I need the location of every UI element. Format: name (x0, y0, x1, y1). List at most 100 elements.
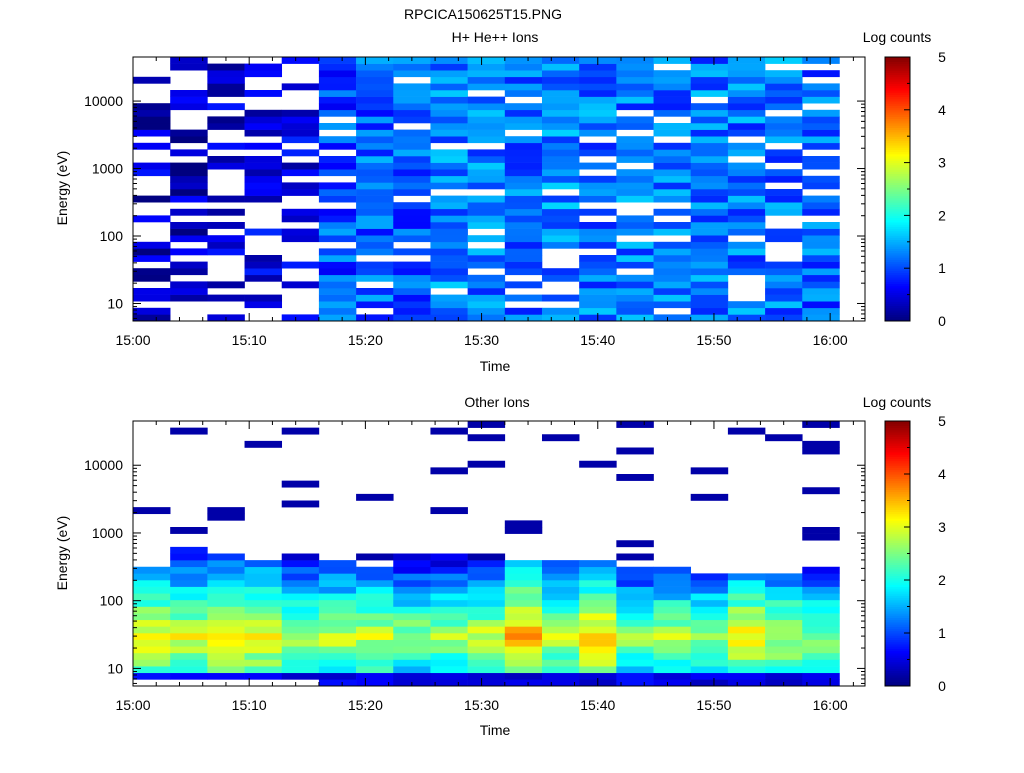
colorbar-swatch (885, 116, 910, 120)
heatmap-cell (318, 70, 357, 78)
heatmap-cell (616, 241, 654, 249)
heatmap-cell (802, 136, 840, 144)
heatmap-cell (356, 123, 394, 130)
heatmap-cell (393, 63, 431, 71)
heatmap-cell (765, 613, 803, 621)
heatmap-cell (133, 666, 171, 674)
heatmap-cell (281, 162, 320, 170)
heatmap-cell (616, 301, 654, 309)
heatmap-cell (281, 566, 320, 574)
heatmap-cell (541, 215, 580, 223)
heatmap-cell (281, 500, 320, 508)
heatmap-cell (765, 169, 803, 177)
heatmap-cell (727, 182, 766, 190)
heatmap-cell (616, 228, 654, 236)
heatmap-cell (579, 307, 617, 315)
heatmap-cell (727, 202, 766, 210)
colorbar-swatch (885, 193, 910, 197)
heatmap-cell (207, 103, 245, 111)
heatmap-cell (690, 156, 729, 163)
heatmap-cell (541, 573, 580, 581)
heatmap-cell (802, 679, 840, 687)
colorbar-swatch (885, 138, 910, 142)
colorbar-swatch (885, 608, 910, 612)
heatmap-cell (133, 294, 171, 302)
heatmap-cell (579, 672, 617, 680)
colorbar-swatch (885, 186, 910, 190)
heatmap-cell (690, 215, 729, 223)
heatmap-cell (393, 70, 431, 78)
heatmap-cell (690, 646, 729, 654)
heatmap-cell (616, 189, 654, 196)
heatmap-cell (393, 573, 431, 581)
heatmap-cell (765, 116, 803, 124)
colorbar-swatch (885, 571, 910, 574)
heatmap-cell (616, 261, 654, 269)
heatmap-cell (133, 606, 171, 614)
colorbar-swatch (885, 228, 910, 232)
heatmap-cell (579, 288, 617, 295)
heatmap-cell (616, 70, 654, 78)
heatmap-cell (690, 90, 729, 97)
heatmap-cell (356, 619, 394, 627)
heatmap-cell (616, 626, 654, 634)
heatmap-cell (653, 566, 692, 574)
colorbar-swatch (885, 301, 910, 304)
heatmap-cell (356, 314, 394, 322)
heatmap-cell (430, 274, 468, 282)
heatmap-cell (541, 222, 580, 229)
colorbar-swatch (885, 169, 910, 172)
heatmap-cell (170, 129, 208, 137)
heatmap-cell (207, 613, 245, 621)
heatmap-cell (170, 228, 208, 236)
heatmap-cell (207, 76, 245, 84)
heatmap-cell (579, 666, 617, 674)
heatmap-cell (579, 294, 617, 302)
heatmap-cell (318, 248, 357, 256)
heatmap-cell (653, 142, 692, 150)
heatmap-cell (802, 175, 840, 183)
colorbar-swatch (885, 114, 910, 117)
colorbar-swatch (885, 423, 910, 426)
colorbar-swatch (885, 628, 910, 632)
heatmap-cell (170, 553, 208, 561)
heatmap-cell (765, 268, 803, 276)
heatmap-cell (467, 619, 506, 627)
heatmap-cell (653, 314, 692, 322)
heatmap-cell (393, 301, 431, 309)
heatmap-cell (727, 123, 766, 130)
heatmap-cell (802, 314, 840, 322)
heatmap-cell (430, 57, 468, 64)
axes: 15:00 15:10 15:20 15:30 15:40 15:50 16:00 10 100… (84, 420, 866, 713)
heatmap-cell (170, 666, 208, 674)
colorbar-swatch (885, 626, 910, 630)
heatmap-cell (170, 613, 208, 621)
colorbar-swatch (885, 164, 910, 168)
colorbar-swatch (885, 646, 910, 649)
heatmap-cell (802, 666, 840, 674)
heatmap-cell (765, 136, 803, 144)
heatmap-cell (318, 169, 357, 177)
heatmap-cell (541, 70, 580, 78)
heatmap-cell (541, 96, 580, 104)
colorbar-swatch (885, 445, 910, 448)
colorbar-swatch (885, 239, 910, 243)
heatmap-cell (765, 261, 803, 269)
heatmap-cell (616, 123, 654, 130)
heatmap-cell (504, 573, 543, 581)
heatmap-cell (802, 566, 840, 574)
heatmap-cell (653, 96, 692, 104)
heatmap-cell (653, 228, 692, 236)
heatmap-cell (207, 156, 245, 163)
heatmap-cell (318, 57, 357, 64)
heatmap-cell (467, 103, 506, 111)
heatmap-cell (133, 566, 171, 574)
heatmap-cell (727, 83, 766, 91)
heatmap-cell (467, 83, 506, 91)
heatmap-cell (133, 215, 171, 223)
heatmap-cell (244, 175, 283, 183)
heatmap-cell (690, 76, 729, 84)
heatmap-cell (541, 83, 580, 91)
colorbar-swatch (885, 595, 910, 599)
colorbar-swatch (885, 663, 910, 667)
